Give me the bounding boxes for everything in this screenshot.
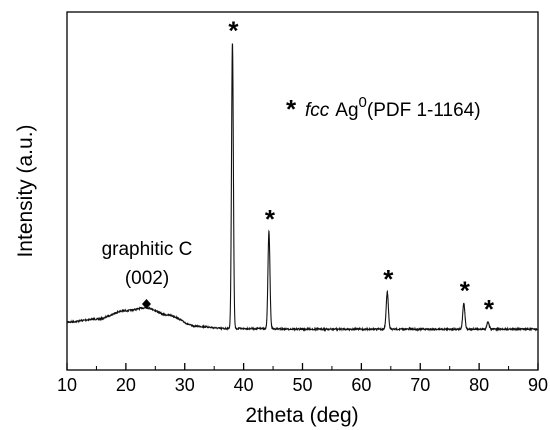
graphite-diamond-marker [141,299,151,309]
legend-element: Ag [335,100,358,121]
peak-star-marker: * [460,276,471,306]
x-axis-label: 2theta (deg) [245,404,358,427]
xrd-pattern-line [66,43,539,332]
x-tick-label: 50 [292,375,312,395]
x-tick-label: 60 [351,375,371,395]
peak-star-marker: * [228,16,239,46]
legend-annotation: * fcc Ag0(PDF 1-1164) [286,94,481,124]
legend-superscript: 0 [359,94,367,111]
y-axis-label: Intensity (a.u.) [14,124,37,257]
graphite-label-line1: graphitic C [102,239,193,260]
x-tick-label: 40 [234,375,254,395]
x-tick-label: 80 [469,375,489,395]
legend-text: fcc Ag0(PDF 1-1164) [305,94,481,121]
graphite-label-line2: (002) [125,268,169,289]
peak-star-marker: * [383,264,394,294]
x-tick-label: 20 [116,375,136,395]
legend-fcc: fcc [305,100,330,121]
x-tick-label: 10 [57,375,77,395]
x-tick-label: 70 [410,375,430,395]
legend-star-icon: * [286,94,297,124]
x-axis-ticks: 10 20 30 40 50 60 70 80 90 [57,363,548,395]
plot-area: 10 20 30 40 50 60 70 80 90 * * * * * [57,11,548,395]
peak-star-marker: * [484,294,495,324]
x-tick-label: 90 [528,375,548,395]
legend-reference: (PDF 1-1164) [367,100,481,121]
x-tick-label: 30 [175,375,195,395]
peak-star-marker: * [265,204,276,234]
peak-markers: * * * * * [141,16,495,324]
plot-frame [66,11,539,371]
